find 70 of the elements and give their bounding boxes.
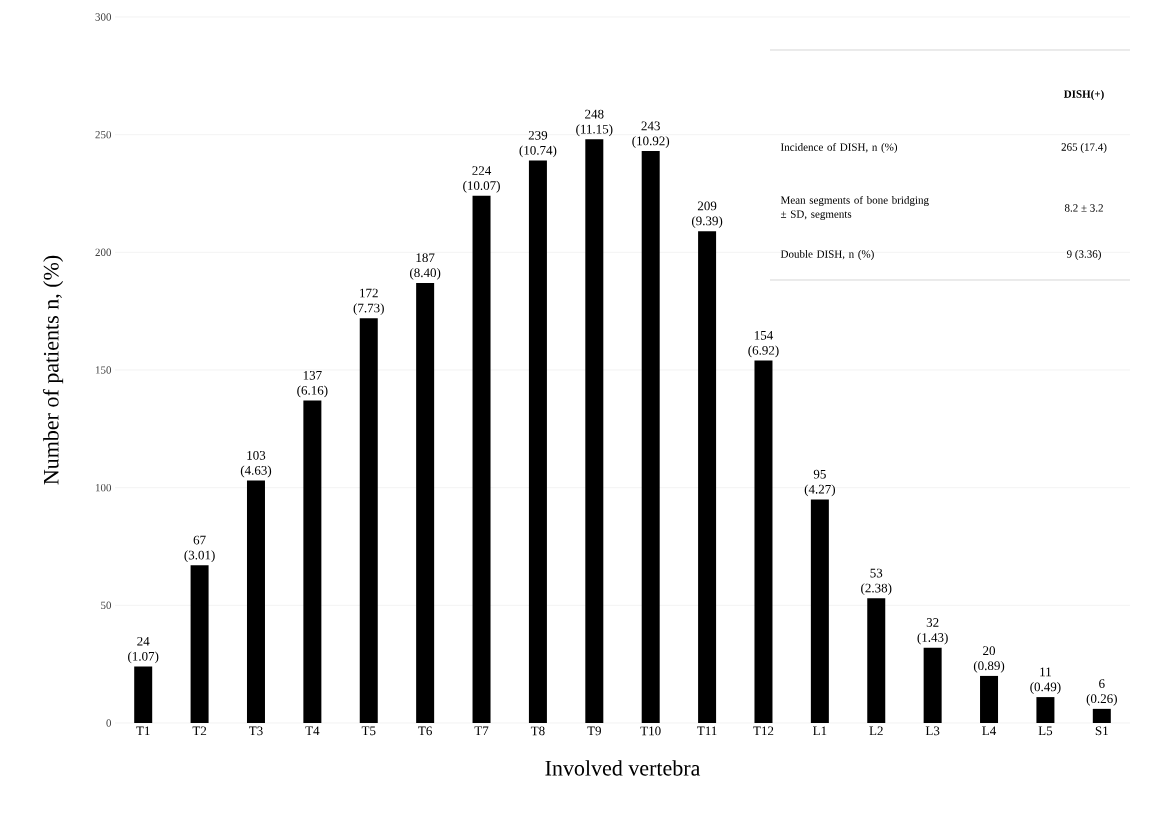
annotation: 9 (3.36) xyxy=(1066,250,1101,260)
x-tick-label: L4 xyxy=(982,726,997,736)
y-tick-label: 300 xyxy=(95,13,112,21)
x-tick-label: S1 xyxy=(1095,726,1108,736)
data-label: 6 (0.26) xyxy=(1086,679,1117,706)
x-tick-label: T7 xyxy=(474,726,489,736)
data-label: 20 (0.89) xyxy=(973,646,1005,673)
annotation: Incidence of DISH, n (%) xyxy=(780,142,898,154)
bar xyxy=(641,151,660,723)
data-label: 53 (2.38) xyxy=(861,568,892,596)
x-tick-label: T8 xyxy=(530,726,545,736)
y-tick-label: 0 xyxy=(106,719,112,727)
data-label: 243 (10.92) xyxy=(632,121,670,148)
bar xyxy=(528,160,547,723)
x-tick-label: T4 xyxy=(305,726,320,736)
data-label: 103 (4.63) xyxy=(240,450,272,478)
x-tick-label: T5 xyxy=(361,726,376,736)
x-tick-label: L3 xyxy=(925,726,940,736)
y-tick-label: 250 xyxy=(95,130,112,139)
data-label: 172 (7.73) xyxy=(353,288,384,315)
x-tick-label: T2 xyxy=(192,726,207,736)
x-axis-title: Involved vertebra xyxy=(545,760,701,776)
y-tick-label: 200 xyxy=(95,248,112,257)
y-tick-label: 150 xyxy=(95,366,112,374)
bar xyxy=(810,499,829,723)
bar xyxy=(698,231,717,723)
bar xyxy=(923,647,942,723)
annotation: 265 (17.4) xyxy=(1061,143,1107,153)
annotation: DISH(+) xyxy=(1063,90,1104,100)
bar xyxy=(1036,697,1055,723)
bar xyxy=(359,318,378,723)
bar xyxy=(980,675,999,723)
bar xyxy=(416,282,435,723)
x-tick-label: T6 xyxy=(418,726,432,736)
bar xyxy=(1092,708,1111,723)
data-label: 95 (4.27) xyxy=(804,469,836,497)
annotation: Double DISH, n (%) xyxy=(780,250,874,260)
x-tick-label: L2 xyxy=(869,726,883,736)
y-tick-label: 50 xyxy=(101,601,112,610)
data-label: 154 (6.92) xyxy=(748,331,779,358)
x-tick-label: T3 xyxy=(248,726,263,736)
x-tick-label: L1 xyxy=(813,726,827,736)
bar xyxy=(190,565,209,723)
annotation: 8.2 ± 3.2 xyxy=(1064,204,1103,212)
data-label: 209 (9.39) xyxy=(691,201,723,228)
y-axis-title: Number of patients n, (%) xyxy=(42,255,64,485)
x-tick-label: T12 xyxy=(753,726,774,736)
annotation: Mean segments of bone bridging ± SD, segments xyxy=(780,195,929,221)
data-label: 32 (1.43) xyxy=(917,618,948,645)
y-tick-label: 100 xyxy=(95,483,112,492)
bar xyxy=(303,400,322,723)
x-tick-label: T9 xyxy=(587,726,601,736)
bar xyxy=(585,139,604,723)
data-label: 239 (10.74) xyxy=(519,130,557,158)
data-label: 24 (1.07) xyxy=(128,636,159,664)
bar xyxy=(754,360,773,723)
bar xyxy=(472,195,491,723)
data-label: 187 (8.40) xyxy=(410,253,441,280)
x-tick-label: T11 xyxy=(697,726,717,736)
data-label: 248 (11.15) xyxy=(576,109,613,137)
bar xyxy=(867,598,886,723)
data-label: 11 (0.49) xyxy=(1030,667,1061,694)
data-label: 67 (3.01) xyxy=(184,535,215,563)
x-tick-label: T1 xyxy=(136,726,150,736)
data-label: 224 (10.07) xyxy=(463,166,500,193)
data-label: 137 (6.16) xyxy=(297,371,328,398)
x-tick-label: T10 xyxy=(640,726,661,736)
bar xyxy=(246,480,265,723)
x-tick-label: L5 xyxy=(1038,726,1053,736)
bar xyxy=(134,666,153,723)
